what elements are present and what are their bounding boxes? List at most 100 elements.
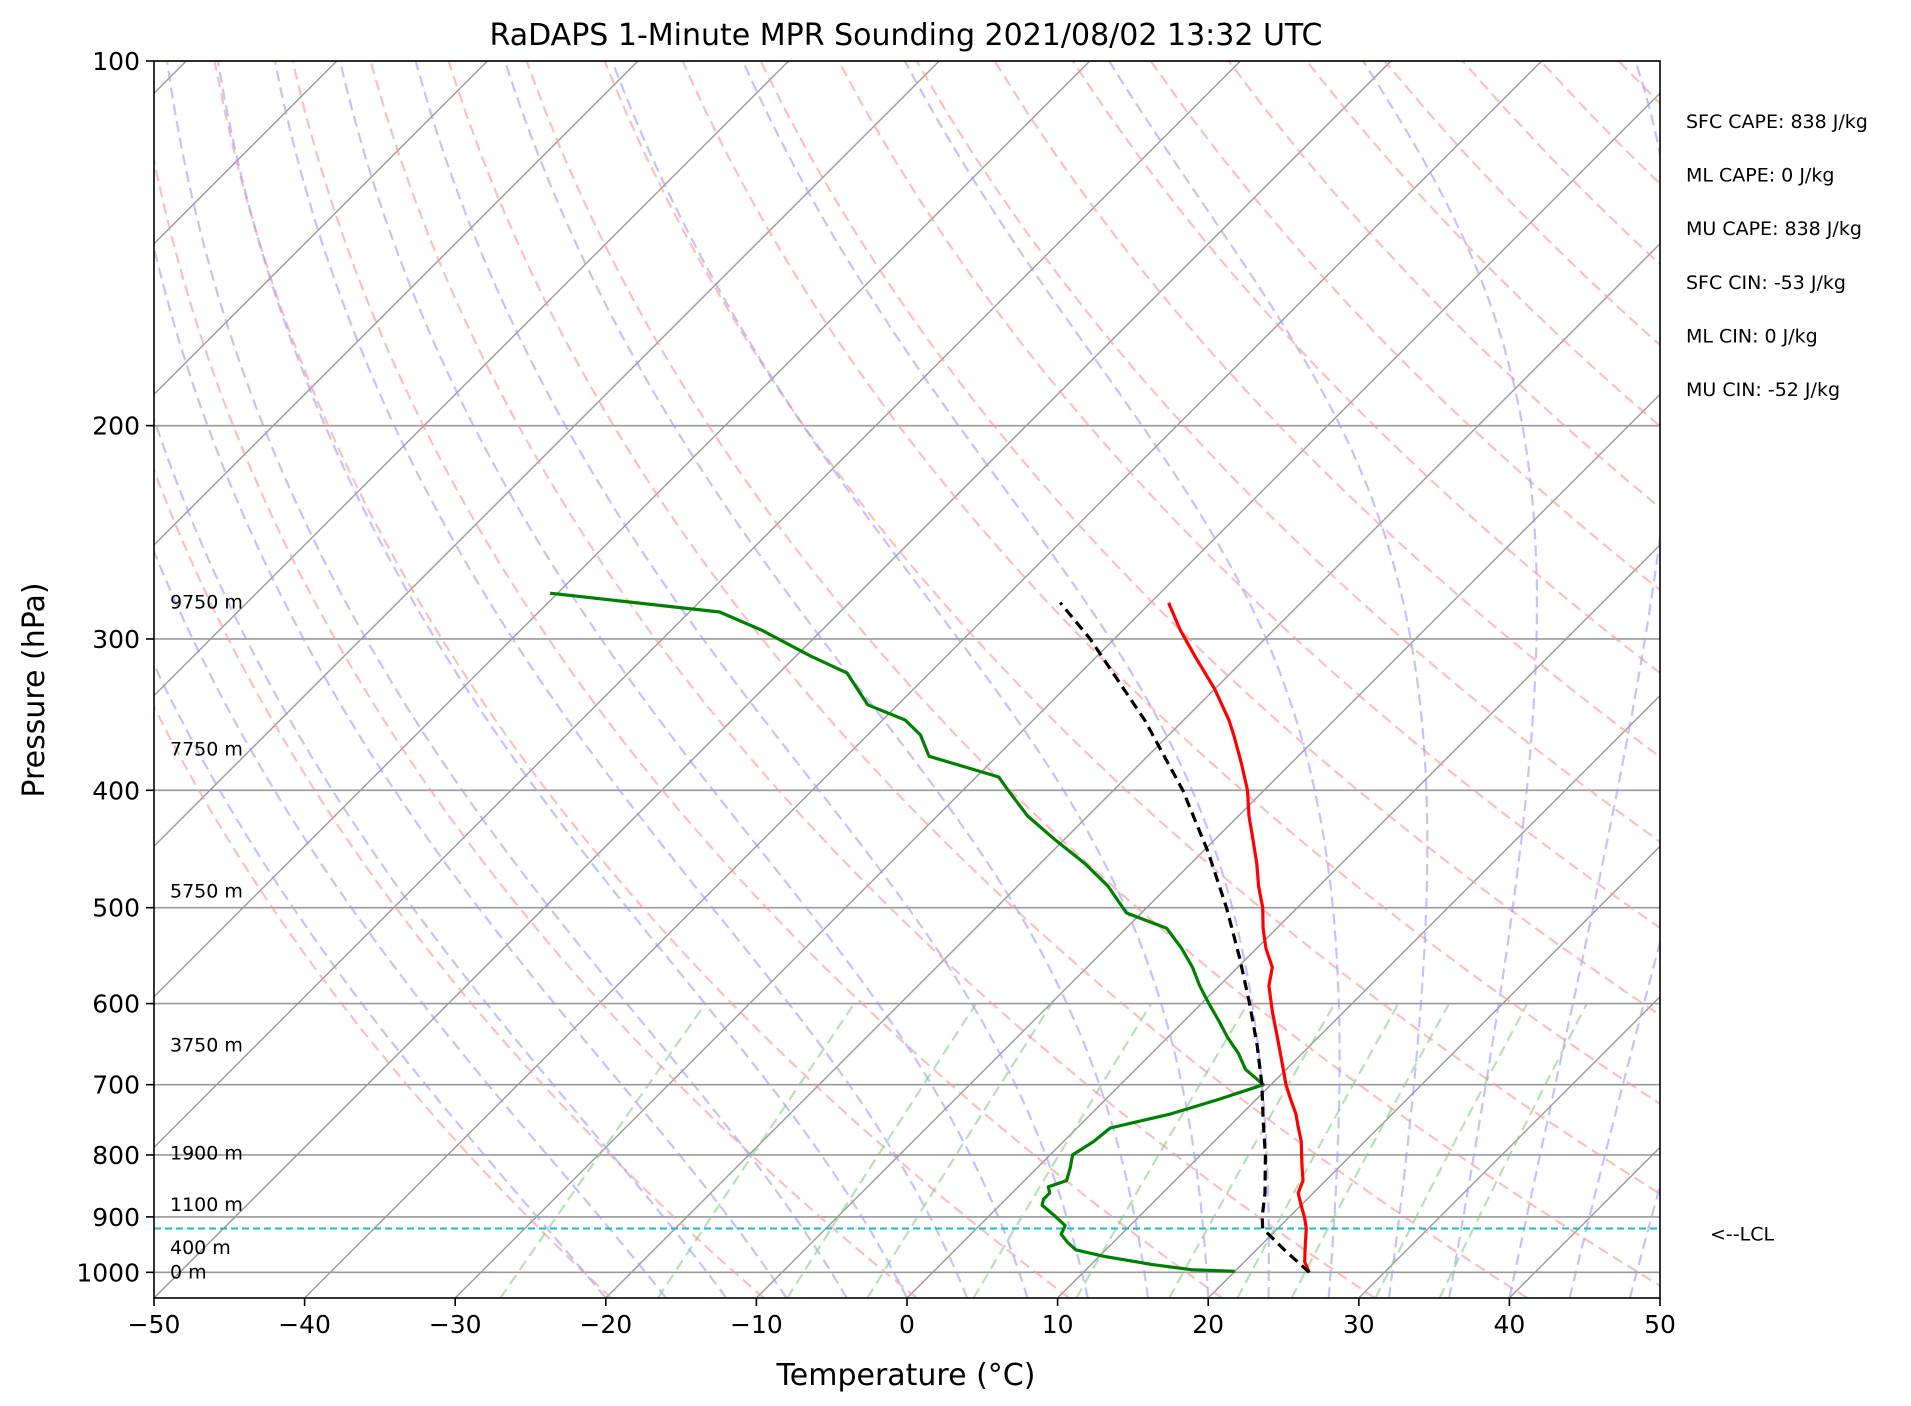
moist-adiabat-line [741,61,1270,1298]
x-tick-label: 10 [1042,1310,1074,1339]
height-label: 0 m [170,1261,207,1283]
dewpoint-line [549,591,1265,1273]
axis-ticks: −50 −40 −30 −20 −10 0 10 20 30 40 50 100 200 300 400 50… [76,47,1676,1339]
series-lines [154,591,1660,1274]
x-tick-label: 20 [1192,1310,1224,1339]
moist-adiabat-line [414,61,1089,1298]
dry-adiabat-line [759,61,1660,1017]
height-label: 5750 m [170,881,243,903]
isotherm-line [154,61,790,697]
moist-adiabat-line [154,243,788,1298]
x-tick-label: −20 [579,1310,632,1339]
stability-annotation: MU CIN: -52 J/kg [1686,379,1840,401]
moist-adiabat-line [216,61,908,1298]
stability-annotation: ML CIN: 0 J/kg [1686,325,1818,347]
mixing-ratio-line [1236,1003,1400,1298]
y-tick-label: 1000 [76,1258,140,1287]
x-tick-label: 40 [1493,1310,1525,1339]
isotherm-line [154,61,1241,1149]
dry-adiabat-line [447,61,1529,1298]
moist-adiabat-line [154,548,667,1298]
height-label: 1900 m [170,1143,243,1165]
moist-adiabat-line [166,61,848,1298]
y-tick-label: 400 [92,776,140,805]
dry-adiabat-line [291,61,1223,1298]
dry-adiabat-line [154,155,918,1298]
moist-adiabat-line [611,61,1210,1298]
chart-title: RaDAPS 1-Minute MPR Sounding 2021/08/02 … [490,18,1323,53]
y-tick-label: 800 [92,1141,140,1170]
moist-adiabat-line [1508,61,1660,1298]
height-label: 1100 m [170,1194,243,1216]
moist-adiabat-line [338,61,1029,1298]
x-tick-label: −40 [278,1310,331,1339]
lcl-label: <--LCL [1710,1223,1774,1245]
y-tick-label: 700 [92,1071,140,1100]
mixing-ratio-line [866,1003,1053,1298]
dry-adiabat-line [1617,61,1660,105]
stability-annotation: SFC CIN: -53 J/kg [1686,272,1846,294]
x-tick-label: −50 [128,1310,181,1339]
height-label: 400 m [170,1237,231,1259]
x-axis-label: Temperature (°C) [776,1358,1036,1393]
isotherm-line [906,544,1660,1298]
isotherm-line [755,393,1660,1298]
y-tick-label: 500 [92,894,140,923]
dry-adiabat-line [1697,61,1911,1298]
mixing-ratio-line [1290,1003,1451,1298]
dry-adiabat-line [837,61,1660,930]
mixing-ratio-line [1075,1003,1249,1298]
isotherm-line [154,61,1091,998]
height-label: 9750 m [170,592,243,614]
stability-annotation: MU CAPE: 838 J/kg [1686,218,1862,240]
x-tick-label: −10 [730,1310,783,1339]
x-tick-label: 0 [899,1310,915,1339]
moist-adiabat-line [1628,1182,1660,1298]
moist-adiabat-line [903,61,1341,1298]
chart-labels: <--LCL 9750 m 7750 m 5750 m 3750 m 1900 m 1100… [170,111,1868,1283]
y-tick-label: 600 [92,990,140,1019]
y-tick-label: 900 [92,1203,140,1232]
isotherm-line [154,61,639,546]
isotherm-line [454,92,1660,1298]
dry-adiabat-line [1775,61,1911,1298]
dry-adiabat-line [154,466,765,1298]
x-tick-label: 30 [1343,1310,1375,1339]
moist-adiabat-line [154,415,728,1298]
mixing-ratio-line [1168,1003,1336,1298]
isotherm-line [154,61,940,848]
dry-adiabat-line [1071,61,1660,675]
dry-adiabat-line [1149,61,1660,592]
moist-adiabat-line [154,661,607,1298]
isotherm-line [304,61,1543,1298]
x-tick-label: −30 [429,1310,482,1339]
mixing-ratio-line [786,1002,978,1298]
background-lines [154,61,1911,1298]
height-label: 3750 m [170,1035,243,1057]
plot-background [154,61,1660,1298]
mixing-ratio-line [656,1002,856,1298]
dry-adiabat-line [993,61,1660,759]
isotherm-line [605,242,1660,1298]
isotherm-line [1659,1297,1660,1298]
dry-adiabat-line [915,61,1660,844]
moist-adiabat-line [1362,61,1538,1298]
mixing-ratio-line [1438,1003,1588,1298]
dry-adiabat-line [525,61,1660,1288]
dry-adiabat-line [213,61,1071,1298]
moist-adiabat-line [273,61,969,1298]
stability-annotation: SFC CAPE: 838 J/kg [1686,111,1868,133]
y-tick-label: 200 [92,412,140,441]
moist-adiabat-line [1568,938,1660,1298]
dry-adiabat-line [154,704,612,1298]
dry-adiabat-line [369,61,1376,1298]
y-tick-label: 100 [92,47,140,76]
mixing-ratio-line [499,1002,707,1298]
height-label: 7750 m [170,738,243,760]
mixing-ratio-line [1374,1003,1529,1298]
isotherm-line [1207,845,1660,1298]
stability-annotation: ML CAPE: 0 J/kg [1686,165,1834,187]
y-tick-label: 300 [92,625,140,654]
x-tick-label: 50 [1644,1310,1676,1339]
